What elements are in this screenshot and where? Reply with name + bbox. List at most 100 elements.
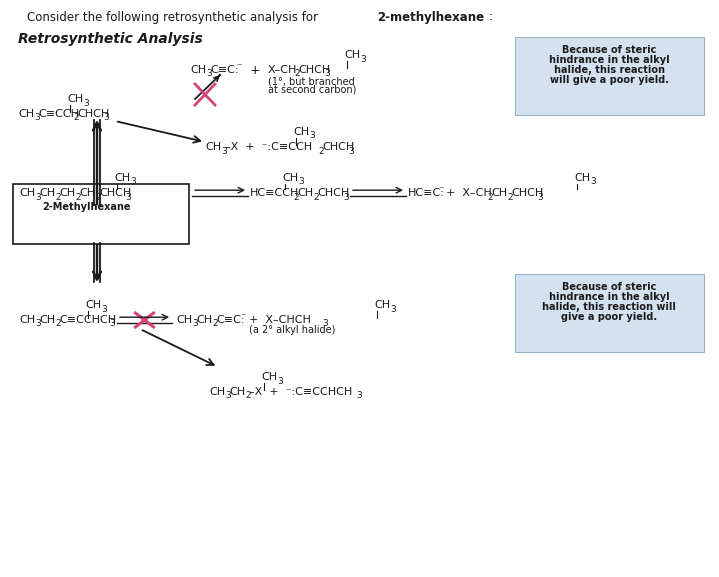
Text: C≡C:: C≡C: — [210, 65, 239, 75]
Text: CHCH: CHCH — [317, 188, 349, 198]
Text: +  X–CHCH: + X–CHCH — [249, 315, 311, 325]
Text: CH: CH — [374, 300, 390, 310]
Text: CH: CH — [114, 173, 130, 183]
Text: CHCH: CHCH — [99, 188, 132, 198]
Text: CH: CH — [574, 173, 590, 183]
Text: (1°, but branched: (1°, but branched — [268, 76, 354, 86]
Text: ⁻: ⁻ — [438, 185, 444, 195]
Text: 2: 2 — [318, 147, 324, 155]
Text: 3: 3 — [322, 320, 328, 328]
Text: (a 2° alkyl halide): (a 2° alkyl halide) — [249, 325, 335, 335]
Text: CH: CH — [282, 173, 298, 183]
FancyBboxPatch shape — [515, 37, 704, 115]
Text: Because of steric: Because of steric — [562, 282, 656, 292]
Text: CHCH: CHCH — [322, 142, 354, 152]
Text: give a poor yield.: give a poor yield. — [561, 312, 657, 322]
Text: 3: 3 — [590, 178, 596, 186]
Text: 3: 3 — [360, 54, 366, 63]
Text: HC≡CCH: HC≡CCH — [250, 188, 299, 198]
Text: C≡C:: C≡C: — [216, 315, 244, 325]
Text: hindrance in the alkyl: hindrance in the alkyl — [549, 292, 669, 302]
Text: CH: CH — [196, 315, 212, 325]
Text: CH: CH — [79, 188, 95, 198]
Text: 3: 3 — [125, 193, 131, 201]
Text: ⁻: ⁻ — [236, 62, 242, 72]
Text: CH: CH — [39, 188, 55, 198]
Text: will give a poor yield.: will give a poor yield. — [549, 75, 669, 85]
Text: CH: CH — [491, 188, 507, 198]
Text: CH: CH — [19, 315, 35, 325]
Text: 3: 3 — [192, 320, 198, 328]
Text: 3: 3 — [101, 305, 106, 313]
Text: 2: 2 — [73, 114, 78, 122]
Text: 3: 3 — [390, 305, 395, 313]
Text: –X  +  ⁻:C≡CCH: –X + ⁻:C≡CCH — [225, 142, 312, 152]
Text: CH: CH — [59, 188, 75, 198]
Text: CH: CH — [190, 65, 206, 75]
Text: CHCH: CHCH — [77, 109, 109, 119]
Text: 2: 2 — [75, 193, 81, 201]
Text: Because of steric: Because of steric — [562, 45, 656, 55]
Text: CH: CH — [205, 142, 221, 152]
Text: X–CH: X–CH — [268, 65, 298, 75]
Text: 3: 3 — [35, 193, 41, 201]
Text: 3: 3 — [225, 392, 231, 400]
Text: 2: 2 — [55, 193, 60, 201]
Text: halide, this reaction will: halide, this reaction will — [542, 302, 676, 312]
Text: CH: CH — [293, 127, 309, 137]
Text: 2-Methylhexane: 2-Methylhexane — [42, 202, 131, 212]
Text: –X  +  ⁻:C≡CCHCH: –X + ⁻:C≡CCHCH — [249, 387, 352, 397]
Text: 3: 3 — [356, 392, 362, 400]
Text: +: + — [250, 63, 260, 77]
Text: CH: CH — [176, 315, 192, 325]
Text: Consider the following retrosynthetic analysis for: Consider the following retrosynthetic an… — [27, 10, 321, 24]
Text: 3: 3 — [34, 114, 40, 122]
Text: 3: 3 — [35, 320, 41, 328]
Text: CH: CH — [297, 188, 313, 198]
Text: 3: 3 — [537, 193, 543, 201]
Text: 2: 2 — [313, 193, 319, 201]
Text: CH: CH — [18, 109, 34, 119]
Text: 3: 3 — [343, 193, 349, 201]
Text: +  X–CH: + X–CH — [446, 188, 492, 198]
Text: CH: CH — [67, 94, 83, 104]
Text: 2: 2 — [212, 320, 218, 328]
Text: CHCH: CHCH — [511, 188, 544, 198]
Text: CH: CH — [261, 372, 277, 382]
Text: Retrosynthetic Analysis: Retrosynthetic Analysis — [18, 32, 203, 46]
Text: 2-methylhexane: 2-methylhexane — [377, 10, 484, 24]
Text: 3: 3 — [324, 69, 330, 78]
Text: 2: 2 — [293, 193, 298, 201]
Text: 3: 3 — [83, 99, 88, 107]
Text: CH: CH — [229, 387, 245, 397]
Text: 3: 3 — [348, 147, 354, 155]
Text: 2: 2 — [95, 193, 101, 201]
Text: C≡CCH: C≡CCH — [38, 109, 79, 119]
Text: 2: 2 — [507, 193, 513, 201]
Text: 3: 3 — [206, 69, 212, 78]
Text: CH: CH — [85, 300, 101, 310]
Text: 2: 2 — [487, 193, 493, 201]
Text: C≡CCHCH: C≡CCHCH — [59, 315, 116, 325]
Text: at second carbon): at second carbon) — [268, 85, 357, 95]
FancyBboxPatch shape — [515, 274, 704, 352]
Text: CHCH: CHCH — [298, 65, 330, 75]
Text: 2: 2 — [245, 392, 251, 400]
Text: 3: 3 — [130, 178, 136, 186]
Text: hindrance in the alkyl: hindrance in the alkyl — [549, 55, 669, 65]
Text: 3: 3 — [221, 147, 226, 155]
Text: 3: 3 — [109, 320, 115, 328]
Text: CH: CH — [39, 315, 55, 325]
Text: 2: 2 — [294, 69, 300, 78]
Text: 3: 3 — [103, 114, 109, 122]
Text: halide, this reaction: halide, this reaction — [554, 65, 664, 75]
Text: 2: 2 — [55, 320, 60, 328]
Text: CH: CH — [19, 188, 35, 198]
Text: :: : — [489, 10, 493, 24]
Text: CH: CH — [344, 50, 360, 60]
Text: 3: 3 — [309, 132, 315, 141]
Text: ⁻: ⁻ — [240, 312, 245, 322]
Text: 3: 3 — [298, 178, 303, 186]
Text: HC≡C:: HC≡C: — [408, 188, 445, 198]
FancyBboxPatch shape — [13, 184, 189, 244]
